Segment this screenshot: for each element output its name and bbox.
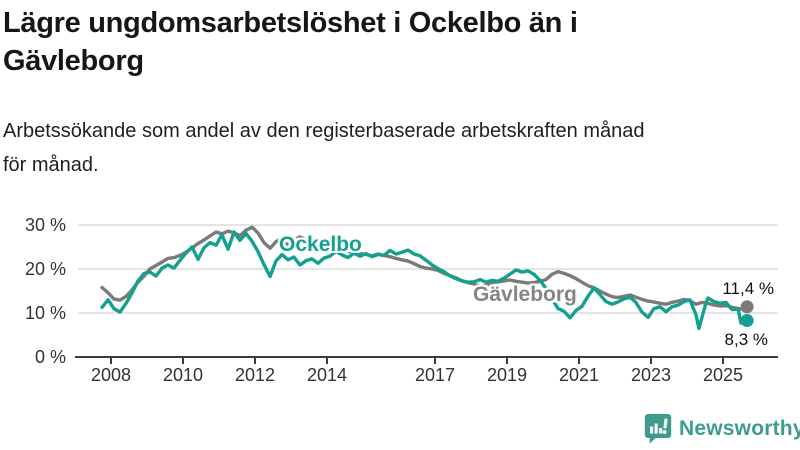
newsworthy-logo[interactable]: Newsworthy [644, 413, 800, 444]
series-label-ockelbo: Ockelbo [279, 233, 362, 256]
y-tick-label: 20 % [24, 259, 66, 279]
page-title-line-1: Lägre ungdomsarbetslöshet i Ockelbo än i [3, 7, 578, 39]
x-tick-label: 2014 [306, 365, 348, 385]
page-title-line-2: Gävleborg [3, 45, 144, 77]
end-value-label-gavleborg: 11,4 % [722, 279, 774, 298]
chart-subtitle-line-1: Arbetssökande som andel av den registerb… [3, 120, 645, 142]
x-tick-label: 2021 [558, 365, 600, 385]
gavleborg-line [100, 225, 749, 311]
x-tick-label: 2010 [162, 365, 204, 385]
chart-subtitle-line-2: för månad. [3, 154, 99, 176]
newsworthy-brand-text: Newsworthy [679, 416, 800, 440]
bar-chart-speech-bubble-icon [644, 414, 672, 444]
series-label-gavleborg: Gävleborg [473, 283, 577, 306]
x-tick-label: 2023 [630, 365, 672, 385]
x-tick-label: 2012 [234, 365, 276, 385]
x-tick-label: 2008 [90, 365, 132, 385]
end-value-label-ockelbo: 8,3 % [724, 330, 768, 349]
x-axis [75, 356, 778, 364]
y-tick-label: 10 % [24, 303, 66, 323]
series-lines [100, 225, 749, 331]
x-tick-label: 2017 [414, 365, 456, 385]
page-title: Lägre ungdomsarbetslöshet i Ockelbo än i… [3, 4, 578, 80]
gavleborg-end-dot [740, 300, 754, 314]
y-tick-label: 30 % [24, 215, 66, 235]
x-tick-label: 2019 [486, 365, 528, 385]
series-end-dots [740, 300, 754, 327]
y-tick-label: 0 % [34, 347, 66, 367]
x-tick-label: 2025 [702, 365, 744, 385]
ockelbo-end-dot [740, 314, 754, 327]
chart-subtitle: Arbetssökande som andel av den registerb… [3, 114, 645, 182]
ockelbo-line [100, 230, 749, 331]
